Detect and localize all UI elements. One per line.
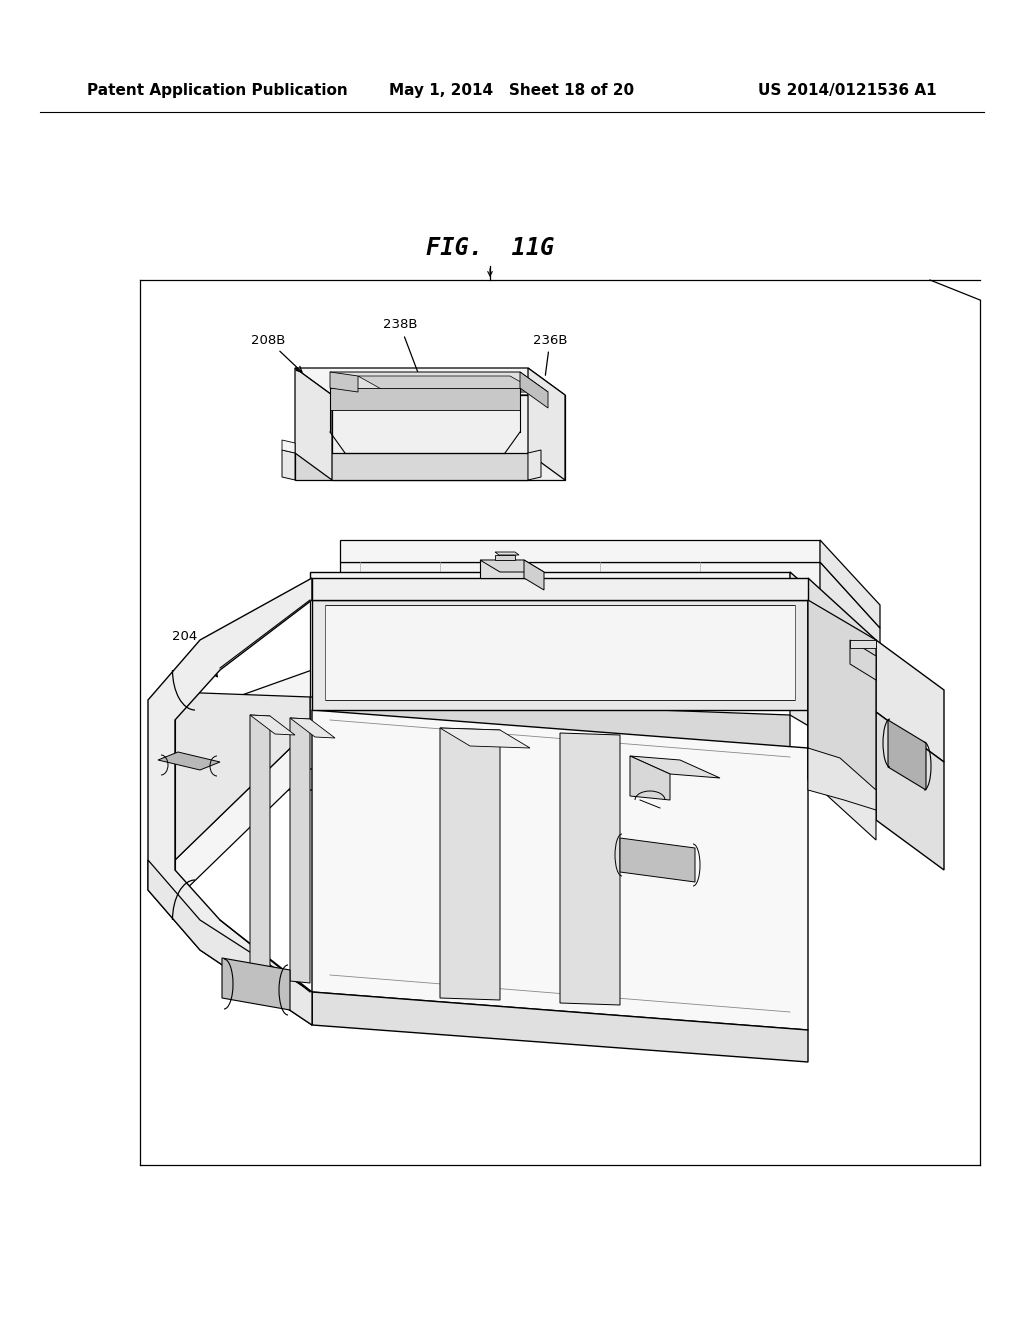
Polygon shape — [312, 578, 808, 601]
Polygon shape — [250, 715, 270, 979]
Polygon shape — [620, 838, 695, 882]
Polygon shape — [820, 540, 880, 628]
Polygon shape — [495, 554, 515, 560]
Polygon shape — [850, 640, 876, 648]
Polygon shape — [312, 710, 808, 1030]
Polygon shape — [312, 601, 808, 710]
Polygon shape — [282, 450, 295, 480]
Polygon shape — [808, 748, 876, 810]
Polygon shape — [524, 560, 544, 590]
Polygon shape — [330, 372, 358, 392]
Text: 260: 260 — [588, 788, 645, 854]
Polygon shape — [520, 372, 548, 408]
Polygon shape — [876, 711, 944, 870]
Polygon shape — [310, 572, 790, 590]
Polygon shape — [175, 692, 310, 861]
Polygon shape — [340, 540, 820, 562]
Polygon shape — [228, 660, 820, 789]
Text: 208B: 208B — [251, 334, 302, 372]
Polygon shape — [630, 756, 670, 800]
Polygon shape — [358, 376, 535, 389]
Polygon shape — [850, 640, 876, 680]
Polygon shape — [295, 368, 332, 480]
Text: 258: 258 — [647, 751, 697, 807]
Polygon shape — [790, 572, 870, 660]
Polygon shape — [312, 993, 808, 1063]
Polygon shape — [808, 601, 863, 800]
Polygon shape — [282, 440, 295, 453]
Polygon shape — [790, 590, 870, 762]
Polygon shape — [876, 640, 944, 762]
Polygon shape — [820, 562, 880, 820]
Text: Patent Application Publication: Patent Application Publication — [87, 82, 348, 98]
Text: 260: 260 — [378, 586, 446, 610]
Polygon shape — [630, 756, 720, 777]
Polygon shape — [148, 861, 312, 1026]
Text: 204: 204 — [172, 630, 217, 677]
Text: May 1, 2014   Sheet 18 of 20: May 1, 2014 Sheet 18 of 20 — [389, 82, 635, 98]
Text: US 2014/0121536 A1: US 2014/0121536 A1 — [759, 82, 937, 98]
Polygon shape — [808, 578, 876, 810]
Polygon shape — [330, 372, 548, 392]
Polygon shape — [808, 748, 876, 840]
Text: 238B: 238B — [383, 318, 419, 375]
Polygon shape — [480, 560, 524, 578]
Polygon shape — [148, 578, 312, 1026]
Polygon shape — [332, 395, 565, 480]
Polygon shape — [888, 719, 926, 789]
Polygon shape — [440, 729, 530, 748]
Polygon shape — [290, 718, 310, 983]
Text: FIG.  11G: FIG. 11G — [426, 236, 554, 260]
Text: 240B: 240B — [321, 614, 387, 657]
Polygon shape — [222, 958, 290, 1010]
Polygon shape — [158, 752, 220, 770]
Polygon shape — [175, 729, 900, 900]
Polygon shape — [340, 562, 820, 660]
Polygon shape — [290, 718, 335, 738]
Polygon shape — [808, 601, 876, 820]
Polygon shape — [295, 453, 528, 480]
Polygon shape — [480, 560, 544, 572]
Polygon shape — [310, 697, 790, 747]
Polygon shape — [528, 450, 541, 480]
Polygon shape — [325, 605, 795, 700]
Polygon shape — [528, 368, 565, 480]
Polygon shape — [310, 590, 790, 697]
Polygon shape — [295, 368, 565, 395]
Polygon shape — [495, 552, 519, 554]
Polygon shape — [250, 715, 295, 735]
Polygon shape — [330, 388, 520, 411]
Text: 262: 262 — [702, 609, 787, 685]
Polygon shape — [440, 729, 500, 1001]
Polygon shape — [560, 733, 620, 1005]
Text: 236B: 236B — [532, 334, 567, 375]
